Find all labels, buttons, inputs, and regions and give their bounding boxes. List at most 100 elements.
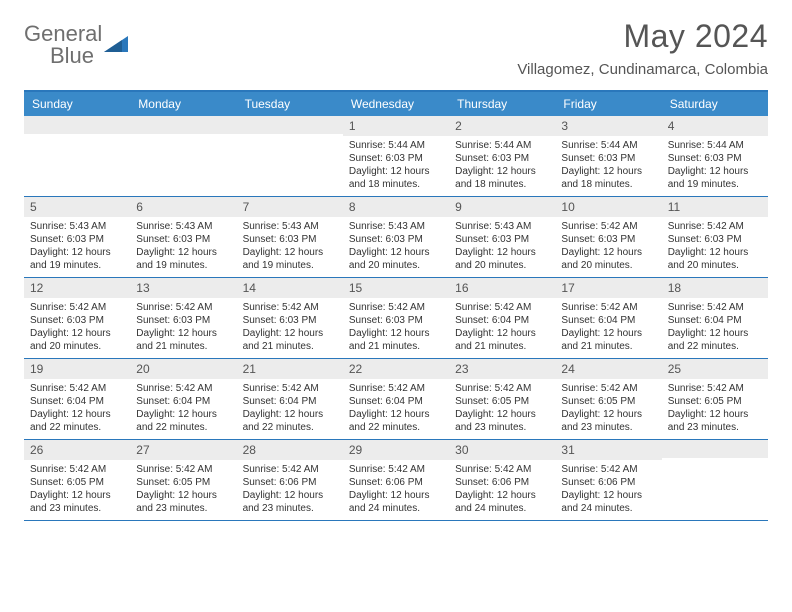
day-number: [24, 116, 130, 134]
day-number: 31: [555, 440, 661, 460]
day-cell: 15Sunrise: 5:42 AMSunset: 6:03 PMDayligh…: [343, 278, 449, 358]
day-body: Sunrise: 5:42 AMSunset: 6:06 PMDaylight:…: [343, 460, 449, 520]
sunrise-text: Sunrise: 5:42 AM: [136, 382, 230, 395]
dow-sunday: Sunday: [24, 92, 130, 116]
day-number: 11: [662, 197, 768, 217]
sunrise-text: Sunrise: 5:42 AM: [349, 301, 443, 314]
week-row: 1Sunrise: 5:44 AMSunset: 6:03 PMDaylight…: [24, 116, 768, 197]
sunrise-text: Sunrise: 5:43 AM: [349, 220, 443, 233]
daylight-text: Daylight: 12 hours and 19 minutes.: [136, 246, 230, 272]
location-subtitle: Villagomez, Cundinamarca, Colombia: [517, 61, 768, 78]
day-number: 27: [130, 440, 236, 460]
day-number: 15: [343, 278, 449, 298]
day-number: 28: [237, 440, 343, 460]
day-number: 17: [555, 278, 661, 298]
day-body: Sunrise: 5:42 AMSunset: 6:04 PMDaylight:…: [343, 379, 449, 439]
daylight-text: Daylight: 12 hours and 22 minutes.: [136, 408, 230, 434]
day-cell: 11Sunrise: 5:42 AMSunset: 6:03 PMDayligh…: [662, 197, 768, 277]
daylight-text: Daylight: 12 hours and 19 minutes.: [243, 246, 337, 272]
day-body: Sunrise: 5:42 AMSunset: 6:03 PMDaylight:…: [343, 298, 449, 358]
day-body: Sunrise: 5:42 AMSunset: 6:05 PMDaylight:…: [449, 379, 555, 439]
sunrise-text: Sunrise: 5:42 AM: [349, 382, 443, 395]
day-cell: 18Sunrise: 5:42 AMSunset: 6:04 PMDayligh…: [662, 278, 768, 358]
sunrise-text: Sunrise: 5:43 AM: [30, 220, 124, 233]
sunset-text: Sunset: 6:03 PM: [561, 233, 655, 246]
sunset-text: Sunset: 6:05 PM: [30, 476, 124, 489]
sunrise-text: Sunrise: 5:44 AM: [349, 139, 443, 152]
day-number: 22: [343, 359, 449, 379]
sunset-text: Sunset: 6:04 PM: [349, 395, 443, 408]
daylight-text: Daylight: 12 hours and 20 minutes.: [349, 246, 443, 272]
brand-triangle-icon: [104, 34, 130, 59]
day-of-week-row: SundayMondayTuesdayWednesdayThursdayFrid…: [24, 92, 768, 116]
day-number: 12: [24, 278, 130, 298]
sunrise-text: Sunrise: 5:42 AM: [30, 301, 124, 314]
brand-logo: General Blue: [24, 18, 130, 68]
day-body: Sunrise: 5:42 AMSunset: 6:06 PMDaylight:…: [555, 460, 661, 520]
week-row: 5Sunrise: 5:43 AMSunset: 6:03 PMDaylight…: [24, 197, 768, 278]
dow-tuesday: Tuesday: [237, 92, 343, 116]
sunrise-text: Sunrise: 5:42 AM: [136, 463, 230, 476]
sunrise-text: Sunrise: 5:42 AM: [668, 382, 762, 395]
week-row: 26Sunrise: 5:42 AMSunset: 6:05 PMDayligh…: [24, 440, 768, 521]
week-row: 12 Sunrise: 5:42 AMSunset: 6:03 PMDayligh…: [24, 278, 768, 359]
day-body: Sunrise: 5:42 AMSunset: 6:03 PMDaylight:…: [555, 217, 661, 277]
daylight-text: Daylight: 12 hours and 20 minutes.: [455, 246, 549, 272]
sunrise-text: Sunrise: 5:43 AM: [136, 220, 230, 233]
dow-saturday: Saturday: [662, 92, 768, 116]
day-body: Sunrise: 5:42 AMSunset: 6:04 PMDaylight:…: [130, 379, 236, 439]
day-cell: 30Sunrise: 5:42 AMSunset: 6:06 PMDayligh…: [449, 440, 555, 520]
title-block: May 2024 Villagomez, Cundinamarca, Colom…: [517, 18, 768, 78]
daylight-text: Daylight: 12 hours and 23 minutes.: [136, 489, 230, 515]
day-cell: 26Sunrise: 5:42 AMSunset: 6:05 PMDayligh…: [24, 440, 130, 520]
sunset-text: Sunset: 6:06 PM: [561, 476, 655, 489]
calendar-table: SundayMondayTuesdayWednesdayThursdayFrid…: [24, 90, 768, 521]
sunrise-text: Sunrise: 5:42 AM: [455, 382, 549, 395]
daylight-text: Daylight: 12 hours and 23 minutes.: [30, 489, 124, 515]
day-cell: 27Sunrise: 5:42 AMSunset: 6:05 PMDayligh…: [130, 440, 236, 520]
day-cell: 28Sunrise: 5:42 AMSunset: 6:06 PMDayligh…: [237, 440, 343, 520]
day-body: Sunrise: 5:42 AMSunset: 6:04 PMDaylight:…: [24, 379, 130, 439]
day-body: Sunrise: 5:43 AMSunset: 6:03 PMDaylight:…: [343, 217, 449, 277]
day-body: Sunrise: 5:44 AMSunset: 6:03 PMDaylight:…: [662, 136, 768, 196]
day-cell: 16Sunrise: 5:42 AMSunset: 6:04 PMDayligh…: [449, 278, 555, 358]
day-body: Sunrise: 5:43 AMSunset: 6:03 PMDaylight:…: [449, 217, 555, 277]
sunset-text: Sunset: 6:04 PM: [136, 395, 230, 408]
day-cell: [662, 440, 768, 520]
day-number: 30: [449, 440, 555, 460]
daylight-text: Daylight: 12 hours and 19 minutes.: [30, 246, 124, 272]
day-number: 29: [343, 440, 449, 460]
day-cell: 17Sunrise: 5:42 AMSunset: 6:04 PMDayligh…: [555, 278, 661, 358]
sunrise-text: Sunrise: 5:44 AM: [668, 139, 762, 152]
day-number: [662, 440, 768, 458]
dow-monday: Monday: [130, 92, 236, 116]
day-body: [662, 458, 768, 514]
day-body: Sunrise: 5:42 AMSunset: 6:05 PMDaylight:…: [130, 460, 236, 520]
sunrise-text: Sunrise: 5:42 AM: [668, 301, 762, 314]
sunrise-text: Sunrise: 5:42 AM: [668, 220, 762, 233]
daylight-text: Daylight: 12 hours and 24 minutes.: [561, 489, 655, 515]
day-number: 7: [237, 197, 343, 217]
day-number: 20: [130, 359, 236, 379]
sunset-text: Sunset: 6:04 PM: [30, 395, 124, 408]
day-body: [24, 134, 130, 190]
day-body: Sunrise: 5:42 AMSunset: 6:04 PMDaylight:…: [237, 379, 343, 439]
day-body: Sunrise: 5:44 AMSunset: 6:03 PMDaylight:…: [343, 136, 449, 196]
day-cell: 25Sunrise: 5:42 AMSunset: 6:05 PMDayligh…: [662, 359, 768, 439]
daylight-text: Daylight: 12 hours and 20 minutes.: [30, 327, 124, 353]
sunset-text: Sunset: 6:06 PM: [243, 476, 337, 489]
day-cell: 14Sunrise: 5:42 AMSunset: 6:03 PMDayligh…: [237, 278, 343, 358]
daylight-text: Daylight: 12 hours and 23 minutes.: [243, 489, 337, 515]
day-number: 13: [130, 278, 236, 298]
day-number: 6: [130, 197, 236, 217]
daylight-text: Daylight: 12 hours and 22 minutes.: [668, 327, 762, 353]
daylight-text: Daylight: 12 hours and 23 minutes.: [455, 408, 549, 434]
day-body: Sunrise: 5:42 AMSunset: 6:04 PMDaylight:…: [555, 298, 661, 358]
sunset-text: Sunset: 6:03 PM: [455, 152, 549, 165]
day-body: Sunrise: 5:42 AMSunset: 6:06 PMDaylight:…: [449, 460, 555, 520]
day-body: Sunrise: 5:43 AMSunset: 6:03 PMDaylight:…: [130, 217, 236, 277]
daylight-text: Daylight: 12 hours and 23 minutes.: [561, 408, 655, 434]
sunset-text: Sunset: 6:03 PM: [243, 233, 337, 246]
sunset-text: Sunset: 6:03 PM: [349, 152, 443, 165]
sunset-text: Sunset: 6:06 PM: [455, 476, 549, 489]
